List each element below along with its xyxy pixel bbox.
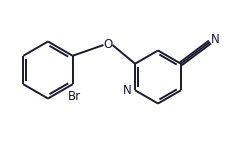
Text: N: N bbox=[211, 33, 220, 46]
Text: O: O bbox=[103, 39, 113, 51]
Text: Br: Br bbox=[68, 90, 81, 103]
Text: N: N bbox=[123, 84, 132, 97]
